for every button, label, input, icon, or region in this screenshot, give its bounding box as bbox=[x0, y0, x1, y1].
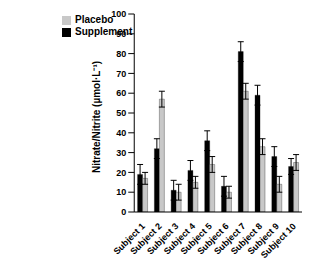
svg-text:40: 40 bbox=[116, 128, 126, 138]
svg-text:50: 50 bbox=[116, 108, 126, 118]
svg-text:0: 0 bbox=[121, 207, 126, 217]
svg-text:Nitrate/Nitrite (µmol·L⁻¹): Nitrate/Nitrite (µmol·L⁻¹) bbox=[91, 61, 102, 173]
svg-text:60: 60 bbox=[116, 88, 126, 98]
svg-text:80: 80 bbox=[116, 49, 126, 59]
svg-text:Subject 10: Subject 10 bbox=[259, 221, 298, 260]
svg-text:70: 70 bbox=[116, 69, 126, 79]
svg-text:20: 20 bbox=[116, 168, 126, 178]
svg-text:100: 100 bbox=[111, 9, 126, 19]
svg-text:10: 10 bbox=[116, 187, 126, 197]
svg-text:90: 90 bbox=[116, 29, 126, 39]
svg-text:30: 30 bbox=[116, 148, 126, 158]
